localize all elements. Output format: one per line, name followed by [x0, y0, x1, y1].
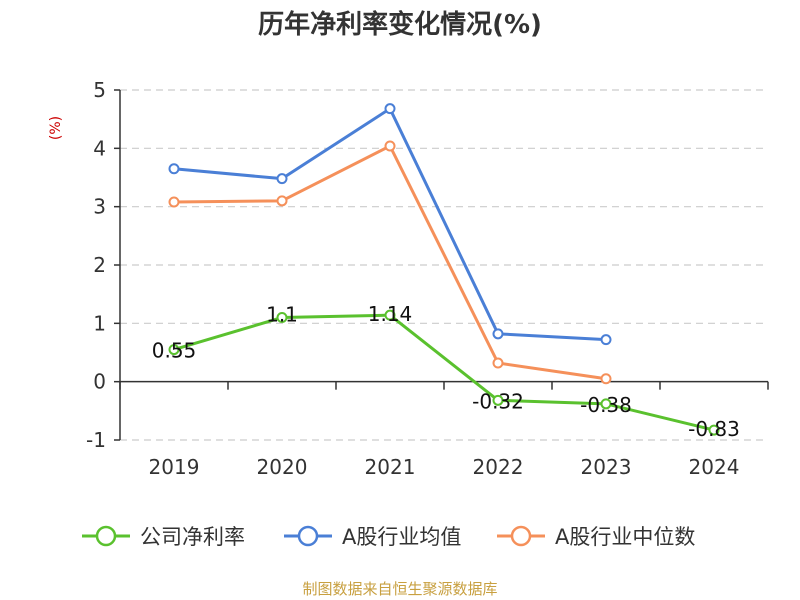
data-point[interactable]	[600, 373, 612, 385]
source-note: 制图数据来自恒生聚源数据库	[302, 580, 497, 598]
data-label: -0.38	[580, 393, 632, 417]
legend-item-2[interactable]: A股行业中位数	[497, 525, 695, 549]
legend-marker	[297, 525, 319, 547]
data-point[interactable]	[276, 312, 288, 323]
data-point[interactable]	[492, 394, 504, 406]
data-label: 0.55	[152, 339, 197, 363]
series-1	[168, 103, 612, 346]
x-tick-label: 2020	[257, 455, 308, 479]
series	[168, 103, 720, 436]
y-tick-label: 4	[93, 136, 106, 160]
legend-label: A股行业中位数	[555, 525, 695, 549]
data-label: 1.14	[368, 302, 413, 326]
legend-marker	[510, 525, 532, 547]
legend-item-1[interactable]: A股行业均值	[284, 525, 461, 549]
data-point[interactable]	[168, 344, 180, 356]
x-tick-label: 2024	[689, 455, 740, 479]
x-tick-label: 2023	[581, 455, 632, 479]
legend-marker	[95, 525, 117, 547]
axes: -1 0 1 2 3 4 5 2019 2020 2021 2022 2023 2024	[86, 78, 769, 479]
data-point[interactable]	[276, 173, 288, 185]
series-line	[173, 313, 715, 432]
y-tick-label: 3	[93, 195, 106, 219]
data-label: -0.32	[472, 389, 524, 413]
y-tick-label: 2	[93, 253, 106, 277]
series-2	[168, 140, 612, 385]
data-point[interactable]	[384, 140, 396, 152]
y-tick-label: -1	[86, 428, 106, 452]
data-point[interactable]	[276, 195, 288, 207]
y-tick-label: 5	[93, 78, 106, 102]
chart-title: 历年净利率变化情况(%)	[258, 9, 542, 40]
data-point[interactable]	[384, 103, 396, 115]
grid	[120, 89, 768, 441]
legend-label: 公司净利率	[140, 525, 245, 549]
y-tick-label: 0	[93, 370, 106, 394]
data-point[interactable]	[168, 196, 180, 208]
series-0	[168, 309, 720, 436]
data-label: 1.1	[266, 303, 298, 327]
data-labels: 0.55 1.1 1.14 -0.32 -0.38 -0.83	[152, 302, 740, 441]
legend-item-0[interactable]: 公司净利率	[82, 525, 245, 549]
y-axis-unit: (%)	[48, 116, 64, 140]
data-point[interactable]	[384, 309, 396, 321]
data-point[interactable]	[708, 424, 720, 436]
data-point[interactable]	[168, 163, 180, 175]
data-point[interactable]	[492, 328, 504, 340]
legend: 公司净利率 A股行业均值 A股行业中位数	[82, 525, 695, 549]
y-tick-label: 1	[93, 311, 106, 335]
x-tick-label: 2021	[365, 455, 416, 479]
data-point[interactable]	[492, 357, 504, 369]
data-point[interactable]	[600, 398, 612, 410]
legend-label: A股行业均值	[342, 525, 461, 549]
series-line	[173, 144, 607, 381]
data-label: -0.83	[688, 417, 740, 441]
data-point[interactable]	[600, 334, 612, 346]
x-tick-label: 2019	[149, 455, 200, 479]
x-tick-label: 2022	[473, 455, 524, 479]
